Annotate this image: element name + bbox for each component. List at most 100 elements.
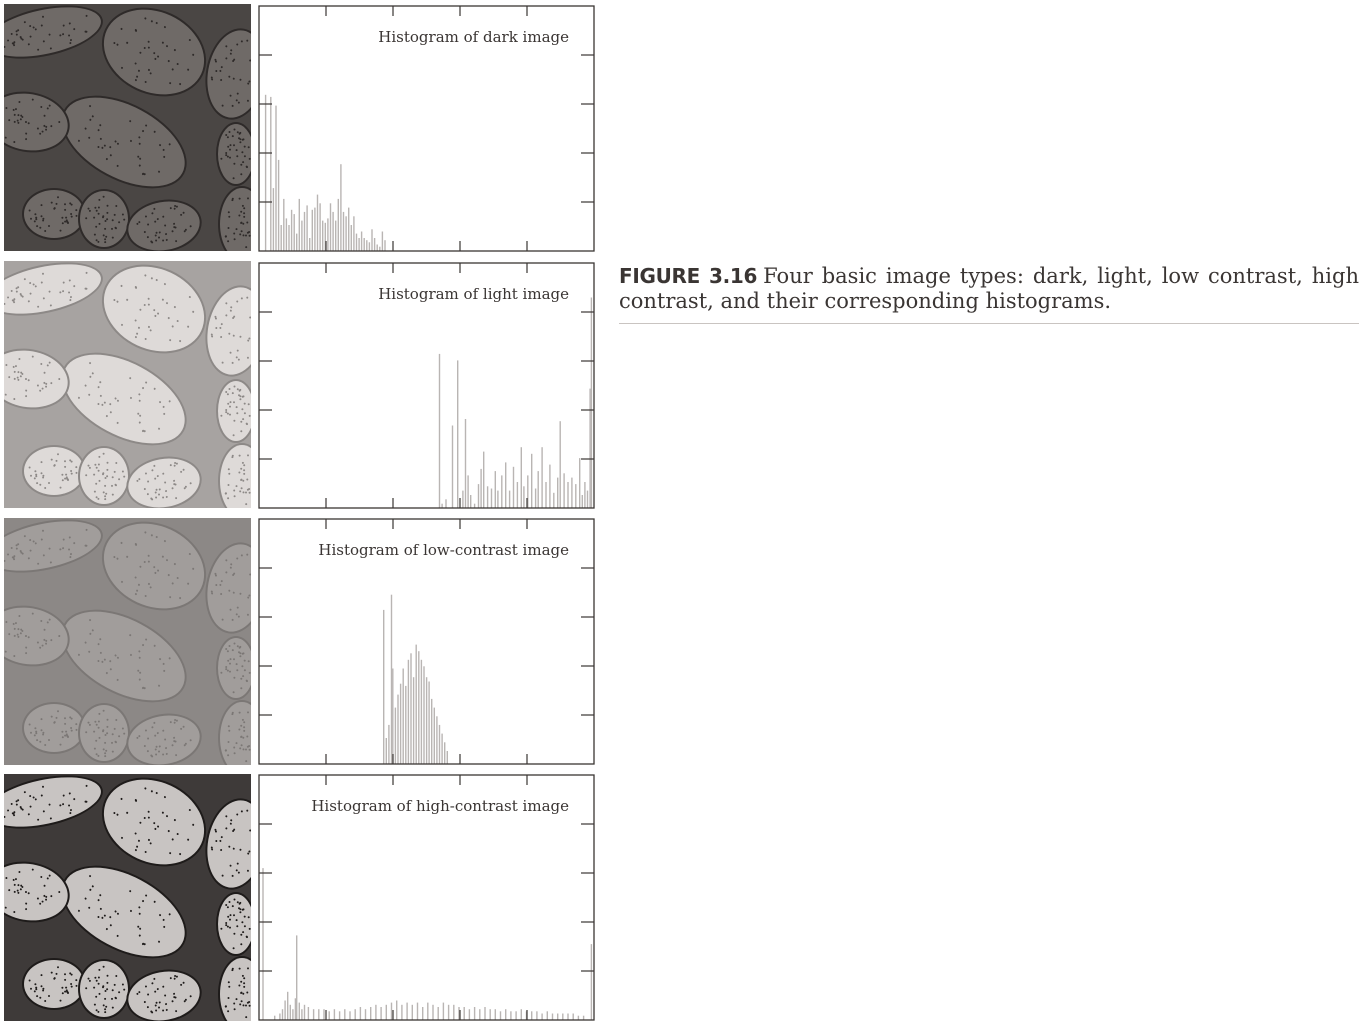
pollen-texture-dot <box>180 983 183 986</box>
pollen-texture-dot <box>162 239 165 242</box>
pollen-texture-dot <box>97 402 100 405</box>
histogram-bar <box>425 677 428 764</box>
pollen-texture-dot <box>247 403 250 406</box>
pollen-texture-dot <box>242 675 245 678</box>
pollen-texture-dot <box>29 25 32 28</box>
pollen-texture-dot <box>20 294 23 297</box>
pollen-texture-dot <box>85 528 88 531</box>
histogram-title: Histogram of high-contrast image <box>311 797 569 815</box>
pollen-texture-dot <box>88 723 91 726</box>
pollen-texture-dot <box>214 58 217 61</box>
pollen-texture-dot <box>48 547 51 550</box>
histogram-bar <box>497 490 499 508</box>
pollen-texture-dot <box>169 721 172 724</box>
pollen-texture-dot <box>87 207 90 210</box>
pollen-texture-dot <box>162 472 165 475</box>
pollen-texture-dot <box>153 822 156 825</box>
pollen-texture-dot <box>40 974 43 977</box>
pollen-texture-dot <box>231 713 234 716</box>
pollen-texture-dot <box>187 582 190 585</box>
pollen-texture-dot <box>240 210 243 213</box>
pollen-texture-dot <box>236 300 239 303</box>
pollen-texture-dot <box>154 477 157 480</box>
pollen-texture-dot <box>36 482 39 485</box>
pollen-texture-dot <box>235 613 238 616</box>
pollen-texture-dot <box>153 900 156 903</box>
pollen-texture-dot <box>105 492 108 495</box>
pollen-texture-dot <box>43 884 46 887</box>
pollen-texture-dot <box>7 39 10 42</box>
pollen-texture-dot <box>246 356 249 359</box>
pollen-texture-dot <box>89 619 92 622</box>
pollen-texture-dot <box>247 916 250 919</box>
pollen-texture-dot <box>169 596 172 599</box>
pollen-texture-dot <box>247 660 250 663</box>
pollen-texture-dot <box>50 125 53 128</box>
pollen-texture-dot <box>231 104 234 107</box>
histogram-bar <box>510 1011 512 1020</box>
pollen-texture-dot <box>134 62 137 65</box>
pollen-texture-dot <box>33 990 36 993</box>
pollen-texture-dot <box>242 1004 245 1007</box>
histogram-bar <box>579 458 581 508</box>
pollen-texture-dot <box>49 817 52 820</box>
pollen-texture-dot <box>16 119 19 122</box>
pollen-texture-dot <box>163 540 166 543</box>
pollen-texture-dot <box>243 215 246 218</box>
histogram-bar <box>505 462 507 508</box>
pollen-texture-dot <box>227 659 230 662</box>
pollen-texture-dot <box>41 130 44 133</box>
pollen-texture-dot <box>10 32 13 35</box>
pollen-texture-dot <box>4 650 7 653</box>
pollen-grain <box>126 713 202 765</box>
pollen-texture-dot <box>240 724 243 727</box>
pollen-texture-dot <box>19 375 22 378</box>
pollen-texture-dot <box>233 238 236 241</box>
pollen-texture-dot <box>120 323 123 326</box>
pollen-texture-dot <box>183 1000 186 1003</box>
pollen-texture-dot <box>105 1005 108 1008</box>
pollen-texture-dot <box>12 622 15 625</box>
pollen-texture-dot <box>25 389 28 392</box>
pollen-texture-dot <box>155 536 158 539</box>
pollen-texture-dot <box>241 665 244 668</box>
pollen-texture-dot <box>232 177 235 180</box>
pollen-texture-dot <box>62 803 65 806</box>
pollen-texture-dot <box>37 562 40 565</box>
pollen-texture-dot <box>13 883 16 886</box>
pollen-texture-dot <box>220 836 223 839</box>
pollen-texture-dot <box>145 894 148 897</box>
pollen-texture-dot <box>27 813 30 816</box>
pollen-texture-dot <box>147 582 150 585</box>
pollen-texture-dot <box>225 666 228 668</box>
pollen-texture-dot <box>243 721 246 724</box>
pollen-texture-dot <box>69 459 72 462</box>
pollen-texture-dot <box>102 491 105 494</box>
pollen-grain-body <box>63 354 185 444</box>
pollen-texture-dot <box>39 132 42 135</box>
pollen-texture-dot <box>69 42 72 45</box>
pollen-grain <box>101 521 207 611</box>
pollen-texture-dot <box>129 120 132 123</box>
pollen-texture-dot <box>134 319 137 322</box>
pollen-texture-dot <box>126 41 129 44</box>
pollen-texture-dot <box>155 792 158 795</box>
pollen-texture-dot <box>246 680 248 683</box>
pollen-texture-dot <box>106 732 109 735</box>
pollen-texture-dot <box>30 217 32 220</box>
pollen-texture-dot <box>214 830 217 833</box>
pollen-texture-dot <box>118 221 121 224</box>
histogram-bar <box>590 944 593 1020</box>
histogram-bar <box>274 1015 276 1020</box>
pollen-texture-dot <box>236 349 239 352</box>
plot-frame <box>258 774 595 1021</box>
pollen-texture-dot <box>243 669 246 672</box>
histogram-bar <box>516 482 519 508</box>
pollen-texture-dot <box>19 888 22 891</box>
pollen-texture-dot <box>41 644 44 647</box>
pollen-texture-dot <box>115 997 117 1000</box>
pollen-grain-body <box>103 266 205 352</box>
pollen-texture-dot <box>162 215 165 218</box>
pollen-texture-dot <box>118 478 121 481</box>
histogram-bar <box>292 1009 294 1020</box>
